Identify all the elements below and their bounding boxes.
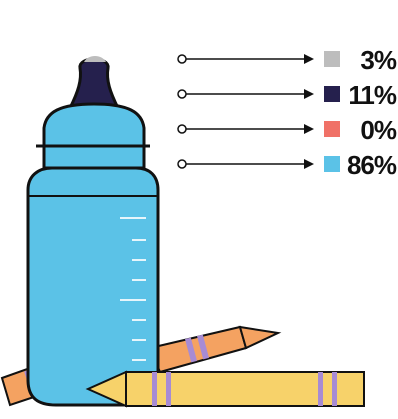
legend-swatch	[324, 51, 340, 67]
legend-connector-dot	[177, 54, 187, 64]
legend-connector-dot	[177, 89, 187, 99]
orange-crayon-illustration	[148, 325, 282, 374]
yellow-crayon-illustration	[85, 370, 365, 408]
legend-row: 3%	[177, 45, 398, 75]
legend-value-label: 86%	[347, 150, 397, 180]
legend-swatch	[324, 121, 340, 137]
legend-swatch	[324, 156, 340, 172]
legend-value-label: 11%	[348, 80, 396, 110]
bottle-nipple	[67, 57, 121, 110]
legend-connector-dot	[177, 124, 187, 134]
bottle-body	[26, 166, 160, 407]
legend-arrowhead	[304, 54, 314, 64]
legend: 3% 11% 0% 86%	[177, 45, 398, 180]
baby-bottle-illustration	[26, 56, 160, 407]
legend-row: 86%	[177, 150, 398, 180]
bottle-nipple-tip	[84, 56, 106, 62]
legend-arrowhead	[304, 159, 314, 169]
legend-arrowhead	[304, 124, 314, 134]
legend-value-label: 0%	[360, 115, 396, 145]
legend-swatch	[324, 86, 340, 102]
legend-row: 11%	[177, 80, 398, 110]
legend-value-label: 3%	[360, 45, 396, 75]
legend-connector-dot	[177, 159, 187, 169]
legend-arrowhead	[304, 89, 314, 99]
legend-row: 0%	[177, 115, 398, 145]
bottle-collar	[42, 102, 146, 170]
